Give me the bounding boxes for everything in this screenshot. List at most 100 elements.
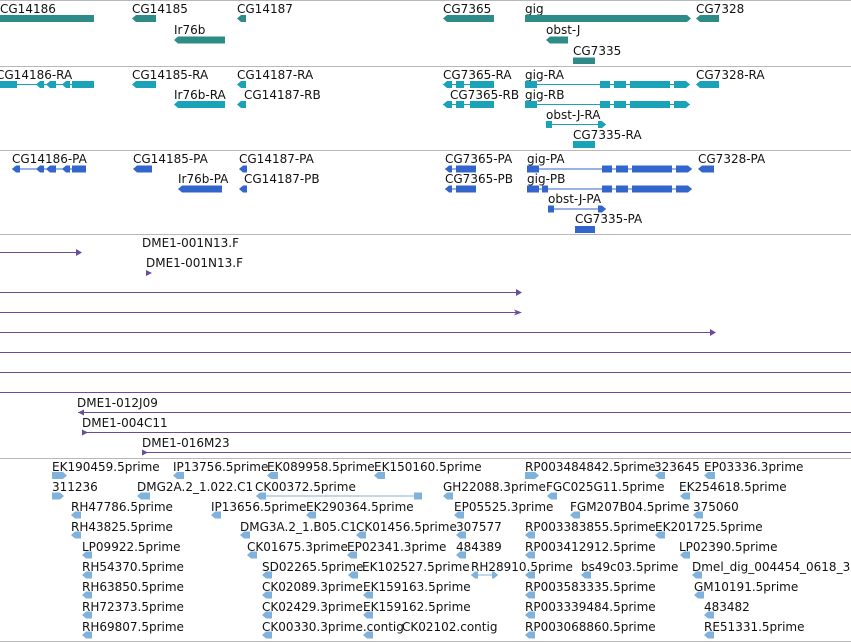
est-label[interactable]: IP13756.5prime bbox=[173, 460, 269, 474]
est-label[interactable]: RP003484842.5prime bbox=[525, 460, 656, 474]
est-label[interactable]: EK089958.5prime bbox=[267, 460, 375, 474]
protein-label[interactable]: gig-PA bbox=[527, 152, 565, 166]
est-label[interactable]: GM10191.5prime bbox=[694, 580, 799, 594]
est-label[interactable]: 483482 bbox=[704, 600, 750, 614]
gene-label[interactable]: CG7335 bbox=[573, 44, 622, 58]
gene-feature[interactable] bbox=[132, 15, 156, 22]
est-label[interactable]: EK150160.5prime bbox=[374, 460, 482, 474]
est-label[interactable]: SD02265.5prime bbox=[262, 560, 364, 574]
gene-label[interactable]: obst-J bbox=[546, 23, 581, 37]
est-label[interactable]: CK02089.3prime bbox=[262, 580, 363, 594]
protein-label[interactable]: obst-J-PA bbox=[548, 192, 602, 206]
protein-label[interactable]: CG14187-PB bbox=[244, 172, 320, 186]
est-label[interactable]: GH22088.3prime bbox=[443, 480, 546, 494]
est-label[interactable]: RH54370.5prime bbox=[82, 560, 184, 574]
est-label[interactable]: CK00330.3prime.contig bbox=[262, 620, 404, 634]
est-label[interactable]: 307577 bbox=[456, 520, 502, 534]
transcript-label[interactable]: CG7328-RA bbox=[696, 68, 765, 82]
gene-feature[interactable] bbox=[443, 15, 494, 22]
transcript-label[interactable]: gig-RA bbox=[525, 68, 564, 82]
est-label[interactable]: RH69807.5prime bbox=[82, 620, 184, 634]
est-label[interactable]: Dmel_dig_004454_0618_3 bbox=[692, 560, 851, 574]
protein-label[interactable]: CG7365-PA bbox=[445, 152, 513, 166]
transcript-label[interactable]: CG14187-RB bbox=[244, 88, 321, 102]
gene-label[interactable]: CG14185 bbox=[132, 2, 188, 16]
est-label[interactable]: CK02429.3prime bbox=[262, 600, 363, 614]
est-label[interactable]: 323645 bbox=[654, 460, 700, 474]
clone-label[interactable]: DME1-016M23 bbox=[142, 436, 230, 450]
transcript-label[interactable]: CG7365-RA bbox=[443, 68, 512, 82]
clone-label[interactable]: DME1-004C11 bbox=[82, 416, 168, 430]
gene-label[interactable]: CG14186 bbox=[0, 2, 56, 16]
gene-label[interactable]: CG14187 bbox=[237, 2, 293, 16]
est-label[interactable]: EK159163.5prime bbox=[363, 580, 471, 594]
est-label[interactable]: 484389 bbox=[456, 540, 502, 554]
gene-feature[interactable] bbox=[525, 15, 691, 22]
protein-label[interactable]: CG7335-PA bbox=[575, 212, 643, 226]
protein-label[interactable]: CG14187-PA bbox=[239, 152, 314, 166]
est-label[interactable]: RP003339484.5prime bbox=[525, 600, 656, 614]
gene-feature[interactable] bbox=[237, 15, 246, 22]
transcript-label[interactable]: CG7335-RA bbox=[573, 128, 642, 142]
est-label[interactable]: CK01456.5prime bbox=[356, 520, 457, 534]
transcript-label[interactable]: Ir76b-RA bbox=[174, 88, 226, 102]
transcript-label[interactable]: gig-RB bbox=[525, 88, 565, 102]
gene-feature[interactable] bbox=[573, 57, 595, 65]
est-label[interactable]: CK02102.contig bbox=[402, 620, 498, 634]
est-label[interactable]: DMG2A.2_1.022.C1 bbox=[137, 480, 254, 494]
clone-feature[interactable] bbox=[146, 270, 152, 276]
est-label[interactable]: EK254618.5prime bbox=[679, 480, 787, 494]
transcript-label[interactable]: CG14186-RA bbox=[0, 68, 73, 82]
est-label[interactable]: RH28910.5prime bbox=[471, 560, 573, 574]
est-label[interactable]: RH43825.5prime bbox=[71, 520, 173, 534]
est-label[interactable]: EK290364.5prime bbox=[306, 500, 414, 514]
est-label[interactable]: EP05525.3prime bbox=[454, 500, 554, 514]
est-label[interactable]: CK01675.3prime bbox=[247, 540, 348, 554]
gene-label[interactable]: Ir76b bbox=[174, 23, 206, 37]
est-label[interactable]: EK190459.5prime bbox=[52, 460, 160, 474]
clone-label[interactable]: DME1-001N13.F bbox=[142, 236, 240, 250]
transcript-label[interactable]: CG7365-RB bbox=[450, 88, 520, 102]
est-label[interactable]: RP003068860.5prime bbox=[525, 620, 656, 634]
protein-label[interactable]: CG7365-PB bbox=[445, 172, 514, 186]
est-label[interactable]: EK102527.5prime bbox=[362, 560, 470, 574]
est-label[interactable]: EK201725.5prime bbox=[655, 520, 763, 534]
est-label[interactable]: EP03336.3prime bbox=[704, 460, 804, 474]
protein-label[interactable]: gig-PB bbox=[527, 172, 566, 186]
est-label[interactable]: 375060 bbox=[693, 500, 739, 514]
est-label[interactable]: EP02341.3prime bbox=[347, 540, 447, 554]
gene-feature[interactable] bbox=[696, 15, 719, 22]
est-label[interactable]: EK159162.5prime bbox=[363, 600, 471, 614]
est-label[interactable]: LP02390.5prime bbox=[679, 540, 778, 554]
est-label[interactable]: bs49c03.5prime bbox=[581, 560, 679, 574]
est-label[interactable]: FGM207B04.5prime bbox=[570, 500, 690, 514]
transcript-label[interactable]: obst-J-RA bbox=[546, 108, 601, 122]
gene-label[interactable]: CG7328 bbox=[696, 2, 745, 16]
est-label[interactable]: RP003583335.5prime bbox=[525, 580, 656, 594]
gene-feature[interactable] bbox=[0, 15, 94, 22]
protein-label[interactable]: CG7328-PA bbox=[698, 152, 766, 166]
gene-label[interactable]: gig bbox=[525, 2, 544, 16]
est-label[interactable]: RE51331.5prime bbox=[704, 620, 805, 634]
clone-label[interactable]: DME1-012J09 bbox=[77, 396, 158, 410]
est-label[interactable]: CK00372.5prime bbox=[255, 480, 356, 494]
gene-feature[interactable] bbox=[546, 36, 568, 44]
est-label[interactable]: RH72373.5prime bbox=[82, 600, 184, 614]
est-label[interactable]: DMG3A.2_1.B05.C1 bbox=[240, 520, 357, 534]
est-label[interactable]: FGC025G11.5prime bbox=[546, 480, 665, 494]
est-label[interactable]: LP09922.5prime bbox=[82, 540, 181, 554]
est-label[interactable]: 311236 bbox=[52, 480, 98, 494]
est-label[interactable]: RP003383855.5prime bbox=[525, 520, 656, 534]
est-label[interactable]: RH63850.5prime bbox=[82, 580, 184, 594]
protein-label[interactable]: CG14186-PA bbox=[12, 152, 87, 166]
transcript-label[interactable]: CG14185-RA bbox=[132, 68, 209, 82]
gene-feature[interactable] bbox=[174, 36, 225, 44]
transcript-label[interactable]: CG14187-RA bbox=[237, 68, 314, 82]
protein-label[interactable]: CG14185-PA bbox=[133, 152, 208, 166]
est-label[interactable]: RP003412912.5prime bbox=[525, 540, 656, 554]
est-label[interactable]: IP13656.5prime bbox=[211, 500, 307, 514]
est-label[interactable]: RH47786.5prime bbox=[71, 500, 173, 514]
clone-label[interactable]: DME1-001N13.F bbox=[146, 256, 244, 270]
gene-label[interactable]: CG7365 bbox=[443, 2, 492, 16]
protein-label[interactable]: Ir76b-PA bbox=[178, 172, 229, 186]
